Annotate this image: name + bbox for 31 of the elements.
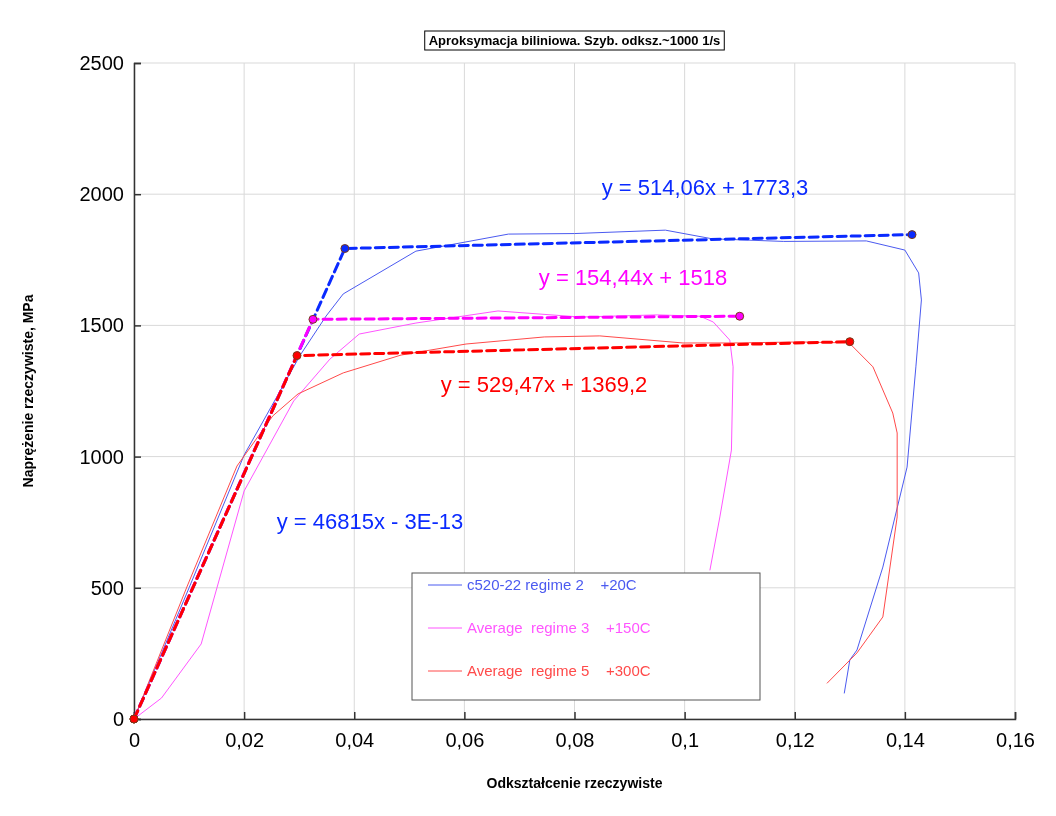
annotation: y = 154,44x + 1518 bbox=[538, 264, 728, 290]
legend-label: c520-22 regime 2 +20C bbox=[467, 576, 637, 594]
x-tick-label: 0,12 bbox=[775, 729, 815, 752]
y-tick-label: 500 bbox=[90, 576, 124, 599]
legend-label: Average regime 3 +150C bbox=[467, 619, 651, 637]
annotation: y = 529,47x + 1369,2 bbox=[440, 371, 648, 397]
point bbox=[907, 230, 917, 240]
x-tick-label: 0,02 bbox=[225, 729, 265, 752]
x-tick-label: 0,1 bbox=[671, 729, 700, 752]
point bbox=[308, 314, 318, 324]
point bbox=[340, 244, 350, 253]
x-tick-label: 0 bbox=[128, 729, 141, 752]
annotation: y = 514,06x + 1773,3 bbox=[601, 174, 809, 200]
x-tick-label: 0,14 bbox=[885, 729, 925, 752]
y-tick-label: 2000 bbox=[79, 183, 124, 206]
annotation: y = 46815x - 3E-13 bbox=[276, 508, 464, 534]
x-axis-title: Odkształcenie rzeczywiste bbox=[486, 775, 663, 791]
point bbox=[292, 351, 302, 361]
point bbox=[845, 337, 855, 347]
x-tick-label: 0,16 bbox=[996, 729, 1035, 752]
legend-label: Average regime 5 +300C bbox=[467, 662, 651, 680]
y-tick-label: 1500 bbox=[79, 314, 124, 337]
x-tick-label: 0,04 bbox=[335, 729, 375, 752]
y-tick-label: 0 bbox=[112, 707, 124, 730]
x-tick-label: 0,06 bbox=[445, 729, 485, 752]
y-axis-title: Naprężenie rzeczywiste, MPa bbox=[20, 294, 36, 488]
y-tick-label: 2500 bbox=[79, 51, 124, 74]
point bbox=[735, 311, 745, 321]
chart-title: Aproksymacja biliniowa. Szyb. odksz.~1000 1/s bbox=[428, 33, 721, 48]
y-tick-label: 1000 bbox=[79, 445, 124, 468]
x-tick-label: 0,08 bbox=[555, 729, 595, 752]
